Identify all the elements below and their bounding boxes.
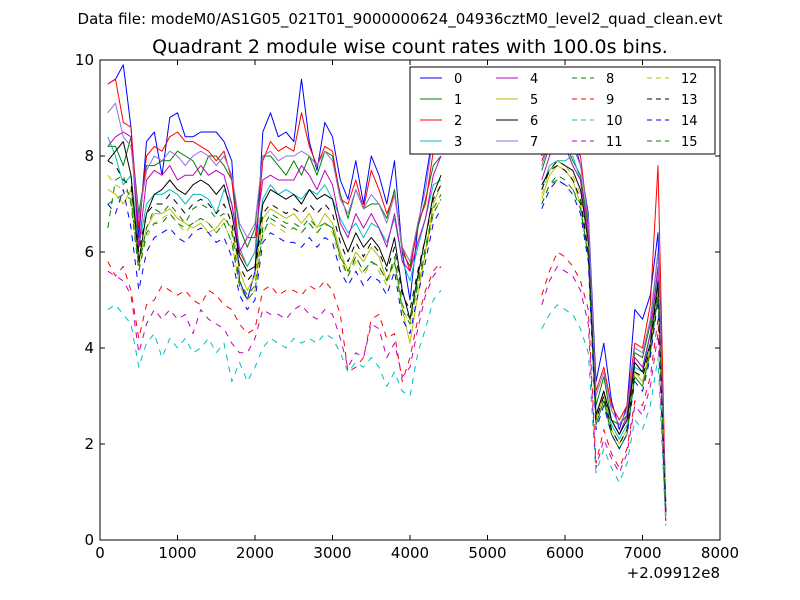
y-tick-label: 4	[84, 339, 94, 357]
legend-label-8: 8	[606, 72, 614, 87]
legend-label-3: 3	[454, 135, 462, 150]
legend-label-6: 6	[530, 114, 538, 129]
legend-label-2: 2	[454, 114, 462, 129]
x-tick-label: 3000	[313, 544, 351, 562]
legend-box	[409, 66, 716, 155]
chart-title: Quadrant 2 module wise count rates with …	[152, 36, 668, 58]
x-tick-label: 0	[95, 544, 105, 562]
x-tick-label: 6000	[546, 544, 584, 562]
y-tick-label: 10	[75, 51, 94, 69]
y-tick-label: 2	[84, 435, 94, 453]
legend-label-15: 15	[681, 135, 698, 150]
legend-label-7: 7	[530, 135, 538, 150]
suptitle: Data file: modeM0/AS1G05_021T01_90000006…	[78, 10, 723, 29]
x-tick-label: 1000	[158, 544, 196, 562]
x-tick-label: 2000	[236, 544, 274, 562]
legend-label-11: 11	[606, 135, 623, 150]
x-offset-label: +2.09912e8	[627, 564, 720, 582]
x-tick-label: 4000	[391, 544, 429, 562]
legend-label-9: 9	[606, 93, 614, 108]
legend-label-12: 12	[681, 72, 698, 87]
legend-label-10: 10	[606, 114, 623, 129]
legend-label-4: 4	[530, 72, 538, 87]
y-tick-label: 6	[84, 243, 94, 261]
legend-label-5: 5	[530, 93, 538, 108]
y-tick-label: 0	[84, 531, 94, 549]
y-tick-label: 8	[84, 147, 94, 165]
legend-label-13: 13	[681, 93, 698, 108]
x-axis: 0 1000 2000 3000 4000 5000 6000 7000 8000	[95, 60, 739, 562]
x-tick-label: 7000	[623, 544, 661, 562]
legend-label-0: 0	[454, 72, 462, 87]
x-tick-label: 8000	[701, 544, 739, 562]
x-tick-label: 5000	[468, 544, 506, 562]
legend-label-14: 14	[681, 114, 698, 129]
legend-label-1: 1	[454, 93, 462, 108]
